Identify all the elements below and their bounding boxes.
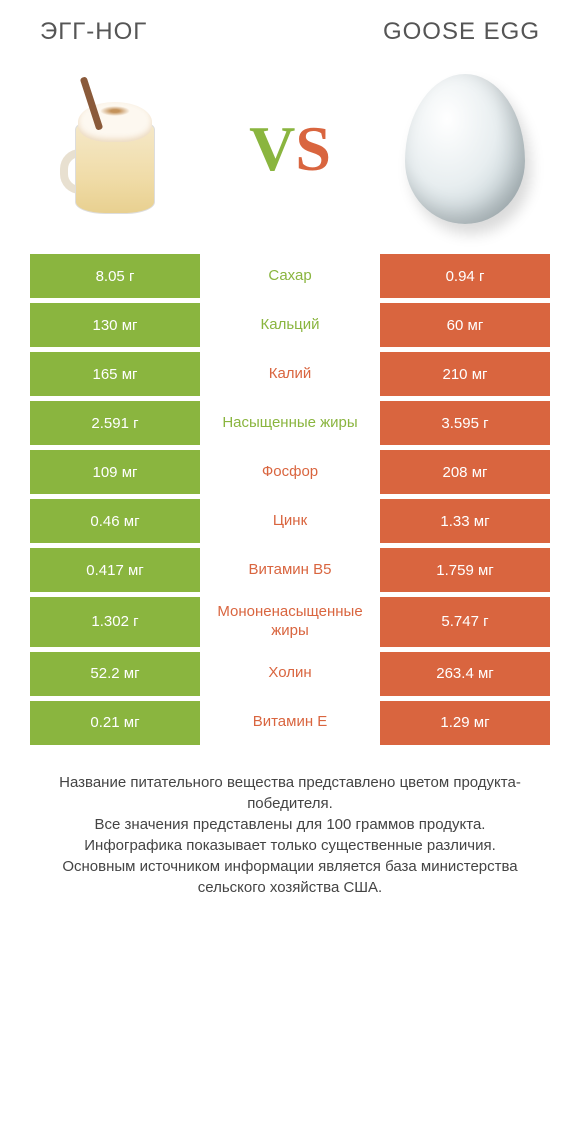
egg-icon — [405, 74, 525, 224]
right-value: 5.747 г — [380, 597, 550, 647]
nutrient-label: Насыщенные жиры — [200, 401, 380, 445]
right-value: 0.94 г — [380, 254, 550, 298]
eggnog-icon — [60, 84, 170, 214]
goose-egg-image — [380, 64, 550, 234]
left-product-title: ЭГГ-НОГ — [40, 18, 147, 46]
left-value: 0.21 мг — [30, 701, 200, 745]
footer-line: Название питательного вещества представл… — [28, 772, 552, 814]
left-value: 1.302 г — [30, 597, 200, 647]
right-value: 208 мг — [380, 450, 550, 494]
left-value: 130 мг — [30, 303, 200, 347]
right-value: 1.33 мг — [380, 499, 550, 543]
footer-line: Основным источником информации является … — [28, 856, 552, 898]
right-value: 1.29 мг — [380, 701, 550, 745]
images-row: VS — [0, 54, 580, 254]
footer-notes: Название питательного вещества представл… — [0, 750, 580, 898]
table-row: 0.21 мгВитамин E1.29 мг — [30, 701, 550, 745]
left-value: 2.591 г — [30, 401, 200, 445]
vs-s: S — [295, 113, 331, 184]
left-value: 0.46 мг — [30, 499, 200, 543]
table-row: 2.591 гНасыщенные жиры3.595 г — [30, 401, 550, 445]
right-value: 263.4 мг — [380, 652, 550, 696]
table-row: 109 мгФосфор208 мг — [30, 450, 550, 494]
left-value: 165 мг — [30, 352, 200, 396]
table-row: 0.46 мгЦинк1.33 мг — [30, 499, 550, 543]
footer-line: Инфографика показывает только существенн… — [28, 835, 552, 856]
eggnog-image — [30, 64, 200, 234]
nutrient-label: Калий — [200, 352, 380, 396]
nutrient-label: Фосфор — [200, 450, 380, 494]
nutrient-label: Холин — [200, 652, 380, 696]
footer-line: Все значения представлены для 100 граммо… — [28, 814, 552, 835]
nutrient-label: Цинк — [200, 499, 380, 543]
nutrient-label: Мононенасыщенные жиры — [200, 597, 380, 647]
right-value: 60 мг — [380, 303, 550, 347]
right-value: 3.595 г — [380, 401, 550, 445]
left-value: 0.417 мг — [30, 548, 200, 592]
left-value: 52.2 мг — [30, 652, 200, 696]
table-row: 52.2 мгХолин263.4 мг — [30, 652, 550, 696]
header: ЭГГ-НОГ GOOSE EGG — [0, 0, 580, 54]
left-value: 109 мг — [30, 450, 200, 494]
nutrient-label: Кальций — [200, 303, 380, 347]
table-row: 130 мгКальций60 мг — [30, 303, 550, 347]
table-row: 8.05 гСахар0.94 г — [30, 254, 550, 298]
nutrient-label: Витамин E — [200, 701, 380, 745]
right-product-title: GOOSE EGG — [383, 18, 540, 46]
comparison-table: 8.05 гСахар0.94 г 130 мгКальций60 мг 165 м… — [30, 254, 550, 745]
left-value: 8.05 г — [30, 254, 200, 298]
right-value: 1.759 мг — [380, 548, 550, 592]
table-row: 0.417 мгВитамин B51.759 мг — [30, 548, 550, 592]
vs-label: VS — [249, 112, 331, 186]
table-row: 1.302 гМононенасыщенные жиры5.747 г — [30, 597, 550, 647]
nutrient-label: Сахар — [200, 254, 380, 298]
right-value: 210 мг — [380, 352, 550, 396]
table-row: 165 мгКалий210 мг — [30, 352, 550, 396]
vs-v: V — [249, 113, 295, 184]
nutrient-label: Витамин B5 — [200, 548, 380, 592]
